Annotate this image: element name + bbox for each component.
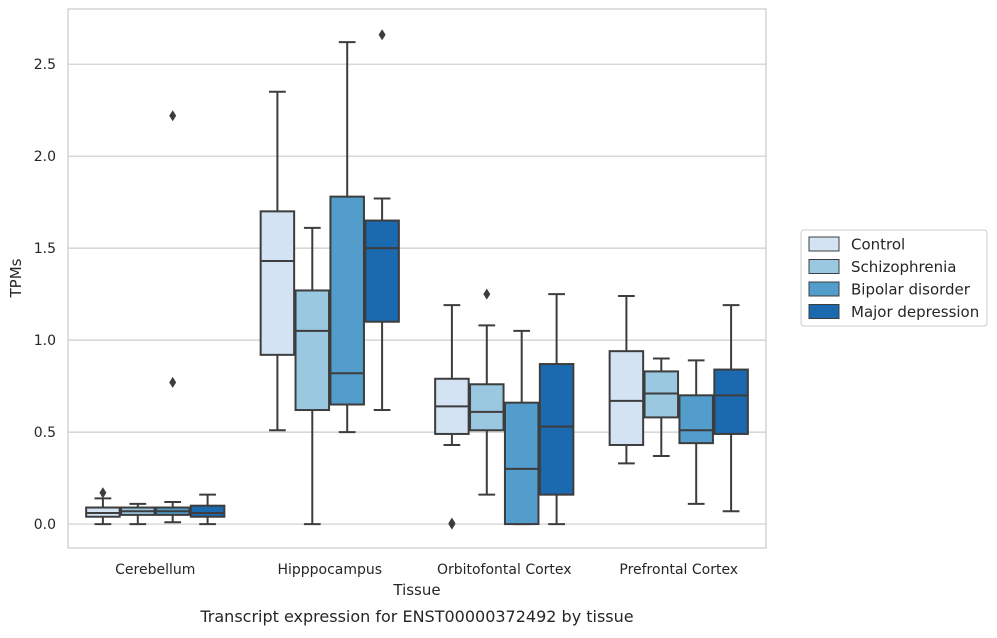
outlier-point (99, 487, 107, 499)
legend-label: Control (851, 236, 905, 254)
outlier-point (378, 29, 386, 41)
box-schizophrenia (120, 502, 156, 526)
box-schizophrenia (469, 288, 505, 496)
box-major-depression (538, 293, 575, 526)
iqr-box (189, 504, 226, 518)
iqr-box (469, 383, 505, 432)
grid-lines (68, 63, 766, 525)
iqr-box (503, 401, 540, 526)
iqr-box (713, 368, 749, 435)
iqr-box (329, 195, 365, 406)
iqr-box (678, 394, 714, 445)
y-axis-label: TPMs (7, 258, 25, 298)
outlier-point (448, 517, 456, 529)
box-control (85, 487, 121, 526)
y-tick-label: 0.5 (34, 425, 56, 441)
box-bipolar-disorder (503, 329, 540, 526)
box-bipolar-disorder (678, 359, 714, 505)
x-tick-labels: Cerebellum Hipppocampus Orbitofontal Corte… (115, 562, 738, 578)
outlier-point (169, 110, 177, 122)
x-tick-label: Hipppocampus (277, 562, 382, 578)
box-major-depression (189, 493, 226, 526)
outlier-point (483, 288, 491, 300)
y-tick-label: 2.5 (34, 57, 56, 73)
box-control (434, 304, 470, 530)
iqr-box (259, 210, 296, 356)
legend-swatch (808, 281, 840, 297)
box-control (259, 90, 296, 432)
box-schizophrenia (294, 226, 331, 526)
legend-swatch (808, 304, 840, 319)
box-bipolar-disorder (329, 41, 365, 434)
box-major-depression (713, 304, 749, 513)
iqr-box (538, 363, 575, 496)
iqr-box (364, 219, 400, 323)
box-control (608, 294, 645, 465)
chart-caption: Transcript expression for ENST0000037249… (199, 607, 633, 626)
outlier-point (169, 376, 177, 388)
y-tick-label: 2.0 (34, 149, 56, 165)
legend-swatch (808, 236, 840, 252)
box-major-depression (364, 29, 400, 412)
box-bipolar-disorder (154, 110, 191, 524)
x-tick-label: Orbitofontal Cortex (437, 562, 572, 578)
x-tick-label: Cerebellum (115, 562, 195, 578)
box-schizophrenia (643, 357, 680, 458)
iqr-box (608, 350, 645, 446)
legend-frame (800, 229, 988, 327)
legend-label: Schizophrenia (851, 258, 956, 276)
box-plot-marks (85, 29, 749, 530)
y-tick-label: 1.0 (34, 333, 56, 349)
y-tick-label: 0.0 (34, 517, 56, 533)
x-axis-label: Tissue (392, 581, 440, 599)
plot-frame (67, 8, 767, 549)
y-tick-labels: 0.0 0.5 1.0 1.5 2.0 2.5 (34, 57, 56, 533)
y-tick-label: 1.5 (34, 241, 56, 257)
legend-label: Major depression (851, 303, 979, 321)
legend-swatch (808, 259, 840, 274)
legend: Control Schizophrenia Bipolar disorder Majo… (800, 229, 988, 327)
legend-label: Bipolar disorder (851, 281, 971, 299)
x-tick-label: Prefrontal Cortex (619, 562, 738, 578)
iqr-box (294, 289, 331, 412)
